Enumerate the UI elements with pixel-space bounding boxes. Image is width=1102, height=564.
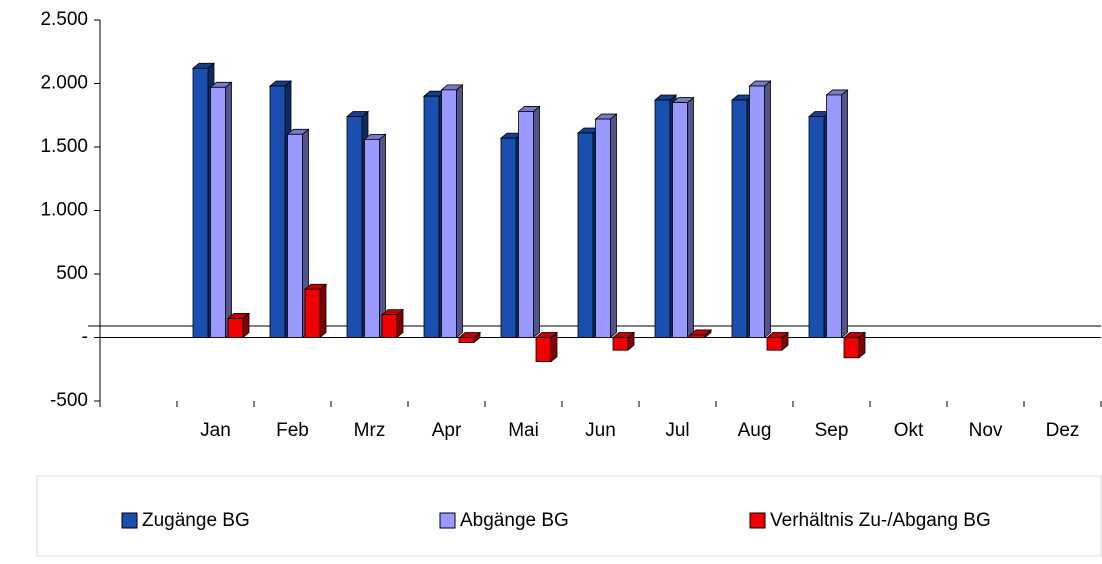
bar	[440, 83, 464, 339]
bar-front	[364, 138, 380, 338]
x-tick-label: Mrz	[354, 420, 386, 441]
bar-front	[287, 133, 303, 338]
bar-side	[456, 83, 463, 339]
bar	[748, 80, 772, 339]
bar-front	[766, 337, 783, 351]
bar	[380, 308, 405, 339]
bar-side	[687, 96, 694, 339]
bar	[286, 128, 310, 339]
bar	[457, 331, 482, 344]
bar-front	[808, 116, 825, 338]
legend-swatch	[749, 512, 766, 529]
bar	[842, 331, 867, 359]
bar-front	[843, 337, 860, 359]
bar	[363, 133, 387, 339]
bar	[303, 283, 328, 339]
y-tick-label: 2.500	[40, 9, 88, 30]
bar-front	[227, 318, 244, 338]
bar-front	[210, 86, 226, 338]
bar-front	[458, 337, 475, 343]
bar-front	[612, 337, 629, 351]
x-tick-label: Mai	[508, 420, 539, 441]
bar-front	[577, 132, 594, 338]
bar-side	[225, 81, 232, 339]
x-tick-label: Apr	[432, 420, 462, 441]
x-tick-label: Jul	[665, 420, 689, 441]
bar-front	[535, 337, 552, 363]
bar-front	[423, 95, 440, 338]
y-tick-label: -	[82, 327, 88, 348]
legend-label: Verhältnis Zu-/Abgang BG	[770, 510, 991, 531]
bar-front	[500, 137, 517, 338]
x-tick-label: Okt	[894, 420, 924, 441]
bar-front	[381, 314, 398, 338]
legend-label: Abgänge BG	[460, 510, 569, 531]
bar-side	[764, 80, 771, 339]
x-tick-label: Jun	[585, 420, 616, 441]
bar-front	[346, 116, 363, 338]
legend-box	[36, 475, 1102, 557]
x-tick-label: Feb	[276, 420, 309, 441]
y-tick-label: 1.000	[40, 200, 88, 221]
bar	[226, 312, 251, 339]
bar-front	[654, 99, 671, 338]
bar	[534, 331, 559, 363]
x-tick-label: Sep	[815, 420, 849, 441]
bar-front	[749, 85, 765, 338]
bar	[594, 113, 618, 339]
bar	[825, 89, 849, 339]
bar-front	[192, 67, 209, 338]
y-tick-label: -500	[50, 390, 88, 411]
bar-front	[304, 288, 321, 338]
bar-front	[689, 334, 706, 338]
bar	[209, 81, 233, 339]
bar-side	[841, 89, 848, 339]
bar	[688, 329, 713, 339]
bar	[517, 105, 541, 339]
legend-swatch	[121, 512, 138, 529]
bar-front	[672, 102, 688, 338]
bar	[671, 96, 695, 339]
bar-side	[533, 105, 540, 339]
x-tick-label: Dez	[1046, 420, 1080, 441]
bar-front	[731, 99, 748, 338]
bar-front	[518, 111, 534, 338]
x-tick-label: Nov	[969, 420, 1003, 441]
bar	[765, 331, 790, 352]
bar-front	[269, 85, 286, 338]
bar-front	[595, 118, 611, 338]
bar-side	[610, 113, 617, 339]
legend-swatch	[439, 512, 456, 529]
bar	[611, 331, 636, 352]
bar-front	[441, 89, 457, 338]
bar-side	[379, 133, 386, 339]
legend-label: Zugänge BG	[142, 510, 250, 531]
x-tick-label: Aug	[738, 420, 772, 441]
bar-side	[319, 283, 327, 339]
y-tick-label: 1.500	[40, 136, 88, 157]
y-tick-label: 500	[56, 263, 88, 284]
bar-front	[826, 94, 842, 338]
y-tick-label: 2.000	[40, 73, 88, 94]
x-tick-label: Jan	[200, 420, 231, 441]
